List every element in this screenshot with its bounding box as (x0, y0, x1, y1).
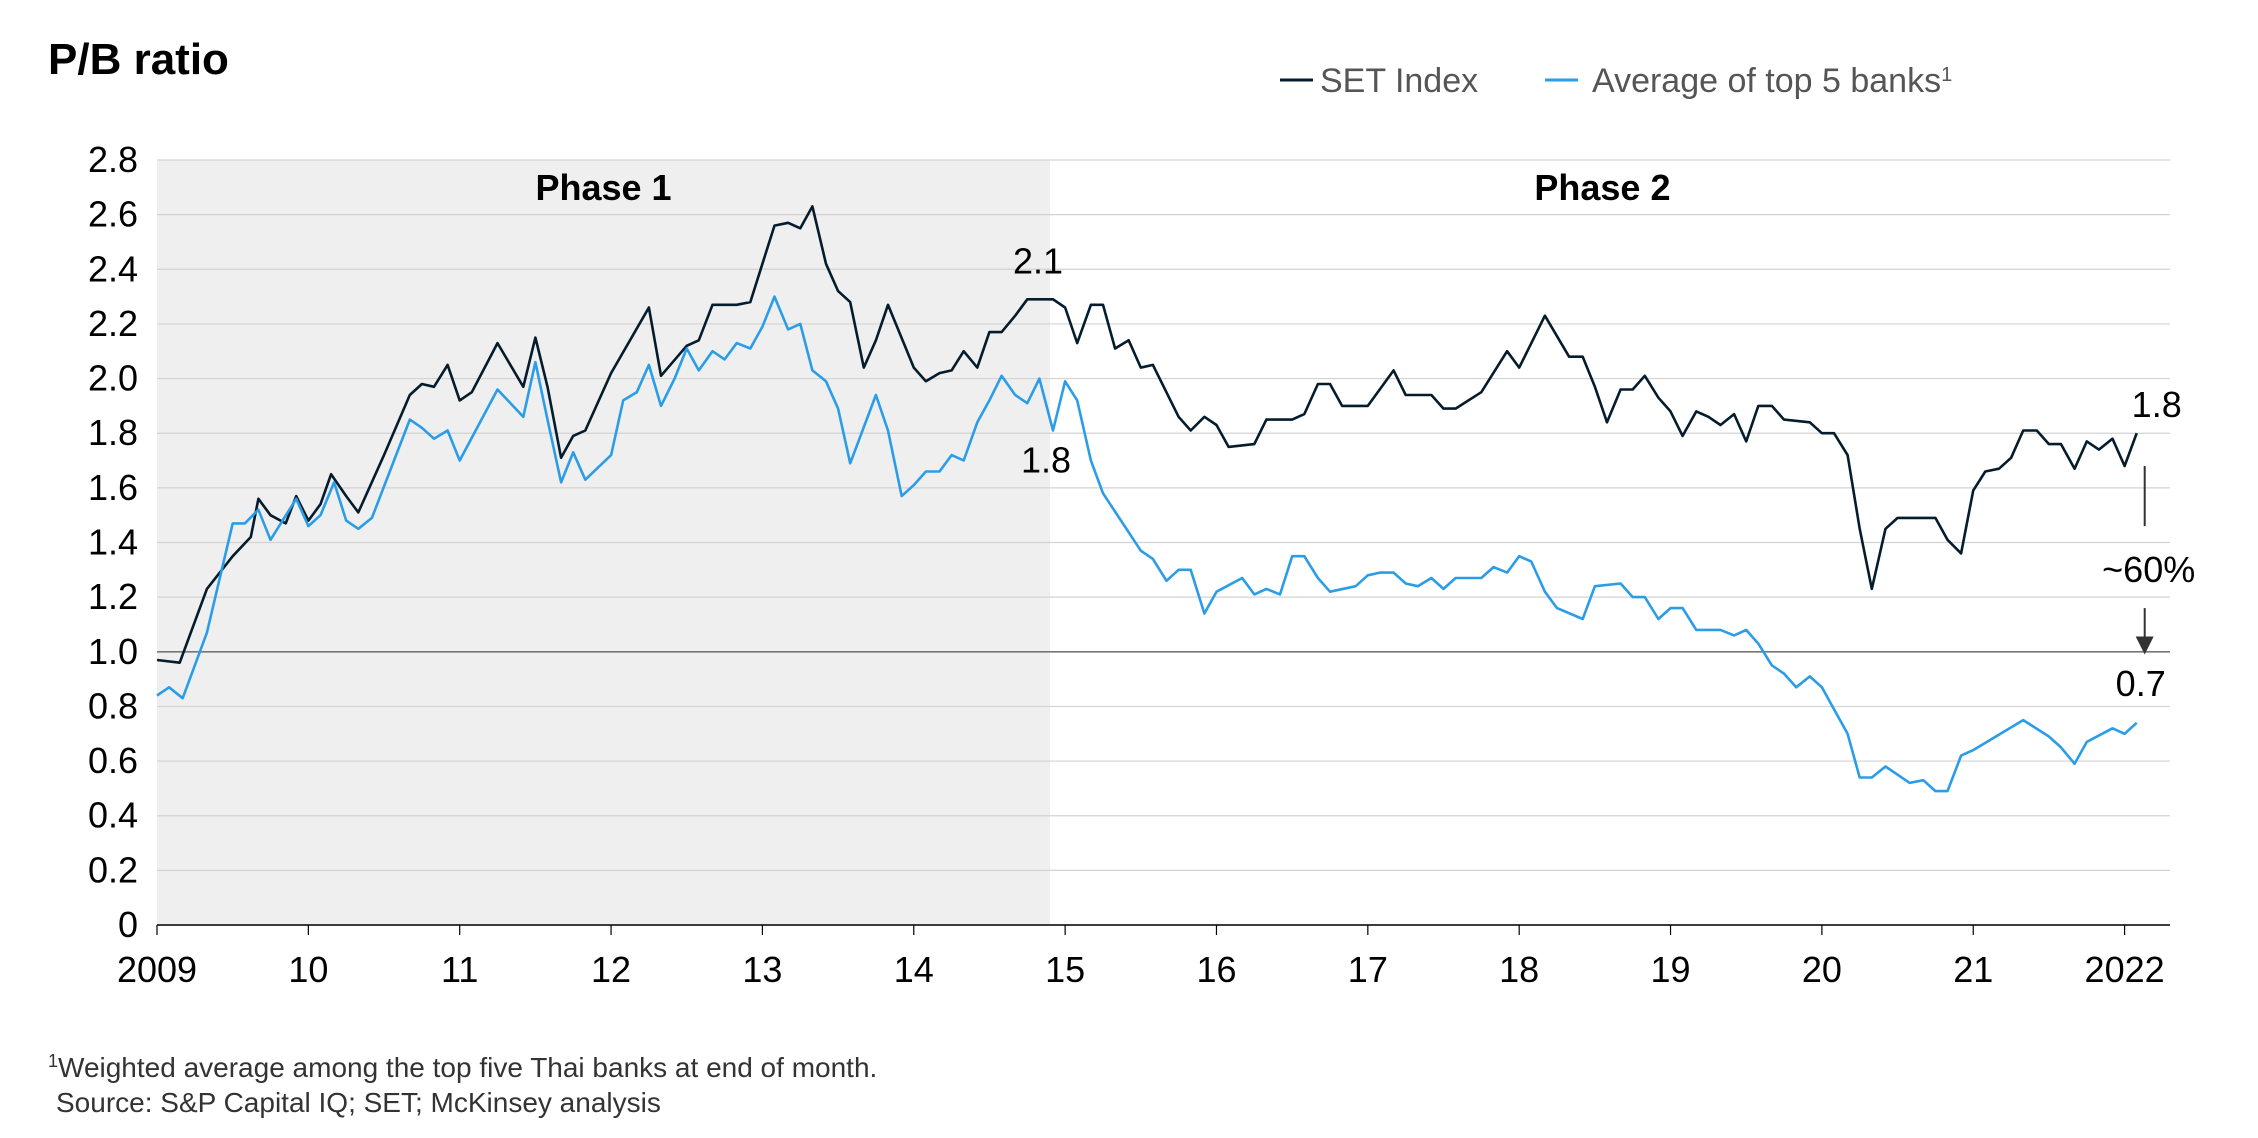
footnote-text: Weighted average among the top five Thai… (58, 1052, 877, 1083)
legend-superscript: 1 (1941, 64, 1952, 86)
y-tick-label-8: 1.6 (88, 467, 138, 508)
footnotes: 1Weighted average among the top five Tha… (48, 1051, 877, 1118)
y-tick-label-11: 2.2 (88, 303, 138, 344)
x-tick-label-10: 19 (1651, 949, 1691, 990)
x-tick-label-8: 17 (1348, 949, 1388, 990)
y-tick-label-6: 1.2 (88, 576, 138, 617)
x-tick-label-9: 18 (1499, 949, 1539, 990)
chart-title: P/B ratio (48, 35, 229, 84)
x-tick-label-7: 16 (1196, 949, 1236, 990)
x-tick-label-13: 2022 (2085, 949, 2165, 990)
y-tick-label-0: 0 (118, 904, 138, 945)
legend: SET Index Average of top 5 banks1 (1280, 62, 1952, 100)
phase-label-2: Phase 2 (1534, 167, 1670, 208)
annotation-banks-2022: 0.7 (2116, 663, 2166, 704)
annotation-set-2015: 2.1 (1013, 240, 1063, 281)
y-tick-label-2: 0.4 (88, 795, 138, 836)
plot-area: 0 0.2 0.4 0.6 0.8 1.0 1.2 1.4 1.6 1.8 2.0 2.2 2.4 2.6… (88, 139, 2195, 990)
phase-label-1: Phase 1 (535, 167, 671, 208)
y-tick-label-9: 1.8 (88, 412, 138, 453)
legend-label-top5-banks: Average of top 5 banks (1592, 62, 1941, 100)
y-tick-label-7: 1.4 (88, 522, 138, 563)
svg-text:1Weighted average among the to: 1Weighted average among the top five Tha… (48, 1051, 877, 1083)
x-tick-label-2: 11 (441, 949, 478, 990)
annotation-decline-pct: ~60% (2102, 549, 2195, 590)
x-tick-label-4: 13 (742, 949, 782, 990)
x-tick-label-5: 14 (894, 949, 934, 990)
y-tick-label-5: 1.0 (88, 631, 138, 672)
y-tick-label-4: 0.8 (88, 685, 138, 726)
y-tick-label-12: 2.4 (88, 248, 138, 289)
x-tick-label-11: 20 (1802, 949, 1842, 990)
annotation-set-2022: 1.8 (2132, 384, 2182, 425)
decline-arrowhead (2135, 636, 2154, 655)
x-tick-label-12: 21 (1953, 949, 1993, 990)
y-tick-label-13: 2.6 (88, 194, 138, 235)
annotation-banks-2015: 1.8 (1021, 439, 1071, 480)
y-tick-label-14: 2.8 (88, 139, 138, 180)
footnote-marker: 1 (48, 1051, 58, 1071)
x-tick-label-0: 2009 (117, 949, 197, 990)
y-tick-label-10: 2.0 (88, 358, 138, 399)
svg-text:Average of top 5 banks1: Average of top 5 banks1 (1592, 62, 1952, 100)
x-tick-label-3: 12 (591, 949, 631, 990)
series-line-set-index (156, 205, 2138, 664)
y-tick-label-1: 0.2 (88, 849, 138, 890)
y-tick-label-3: 0.6 (88, 740, 138, 781)
source-text: Source: S&P Capital IQ; SET; McKinsey an… (56, 1087, 661, 1118)
x-tick-label-6: 15 (1045, 949, 1085, 990)
series-line-top5-banks (156, 295, 2138, 793)
legend-label-set-index: SET Index (1320, 62, 1478, 100)
x-tick-label-1: 10 (288, 949, 328, 990)
